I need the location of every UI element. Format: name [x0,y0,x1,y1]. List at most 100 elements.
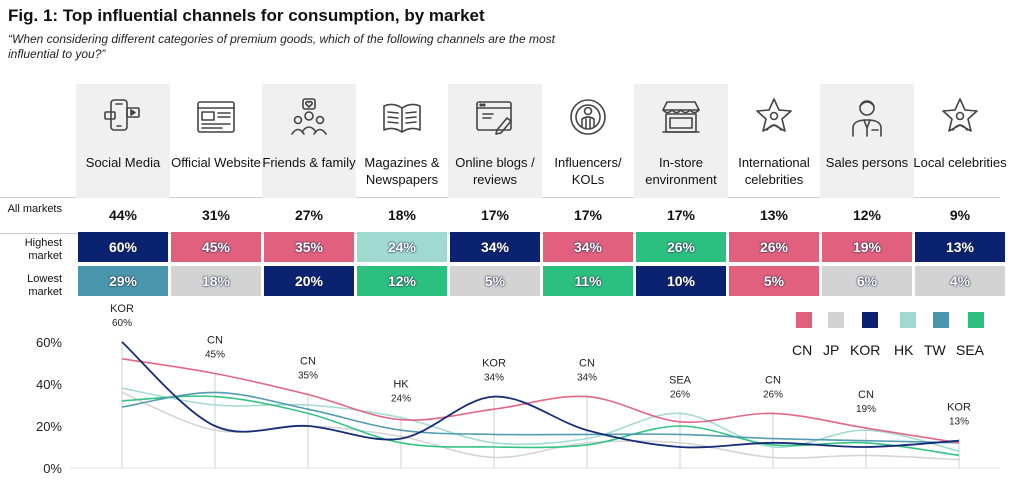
lowest-market-cell: 20% [264,266,354,296]
legend-label-kor: KOR [850,342,881,358]
annotation-value: 60% [112,318,132,329]
column-band [76,84,170,198]
highest-market-cell: 45% [171,232,261,262]
all-markets-value: 31% [201,207,231,223]
channel-label: Social Media [85,155,161,170]
column-band [634,84,728,198]
y-tick-label: 40% [36,377,62,392]
channel-label: Influencers/ KOLs [554,155,622,187]
annotation-market: CN [858,389,874,401]
channel-label: Local celebrities [913,155,1007,170]
legend-swatch-sea [968,312,984,328]
annotation-market: CN [579,358,595,370]
all-markets-value: 12% [852,207,882,223]
lowest-market-cell: 11% [543,266,633,296]
lowest-market-cell: 18% [171,266,261,296]
series-line-kor [121,341,960,449]
annotation-value: 34% [577,373,597,384]
column-band [448,84,542,198]
annotation-value: 35% [298,371,318,382]
annotation-market: KOR [482,358,506,370]
legend-swatch-hk [900,312,916,328]
y-tick-label: 20% [36,419,62,434]
browser-pencil-icon [476,101,512,135]
all-markets-value: 27% [294,207,324,223]
annotation-market: KOR [947,402,971,414]
channel-label: International celebrities [738,155,810,187]
annotation-value: 19% [856,404,876,415]
series-line-jp [121,391,960,461]
storefront-icon [662,101,700,133]
lowest-market-cell: 4% [915,266,1005,296]
all-markets-value: 9% [949,207,971,223]
annotation-value: 24% [391,394,411,405]
annotation-market: SEA [669,374,692,386]
legend-swatch-kor [862,312,878,328]
figure-title: Fig. 1: Top influential channels for con… [8,6,485,25]
annotation-market: KOR [110,303,134,315]
highest-market-cell: 19% [822,232,912,262]
y-tick-label: 0% [43,461,62,476]
highest-market-cell: 34% [543,232,633,262]
row-label-lowest: Lowest market [27,273,62,298]
figure-subtitle: “When considering different categories o… [8,32,555,61]
people-group-heart-icon [291,98,327,135]
highest-market-cell: 13% [915,232,1005,262]
browser-window-icon [197,101,235,133]
row-label-highest: Highest market [24,237,62,262]
legend-label-jp: JP [823,342,840,358]
star-person-icon [756,98,792,132]
line-chart: 0% 20% 40% 60% KOR 60% CN 45% CN 35% HK 24% KOR 34% CN… [36,303,1000,476]
annotation-market: HK [393,379,409,391]
channel-label: Online blogs / reviews [455,155,535,187]
annotation-market: CN [207,335,223,347]
highest-market-cell: 34% [450,232,540,262]
influencer-person-icon [570,99,606,135]
star-person-icon [942,98,978,132]
legend-swatch-jp [828,312,844,328]
highest-market-cell: 60% [78,232,168,262]
all-markets-value: 17% [480,207,510,223]
series-line-hk [121,387,960,452]
lowest-market-cell: 10% [636,266,726,296]
lowest-market-cell: 6% [822,266,912,296]
channel-label: Official Website [171,155,261,170]
legend-label-hk: HK [894,342,914,358]
column-band [820,84,914,198]
legend-label-cn: CN [792,342,813,358]
highest-market-cell: 35% [264,232,354,262]
all-markets-value: 17% [573,207,603,223]
annotation-value: 13% [949,417,969,428]
smartphone-social-icon [104,99,140,131]
channel-label: In-store environment [645,155,717,187]
series-line-cn [121,358,960,444]
channel-label: Friends & family [262,155,356,170]
annotation-value: 34% [484,373,504,384]
legend-label-sea: SEA [956,342,985,358]
lowest-market-cell: 5% [450,266,540,296]
annotation-market: CN [765,374,781,386]
all-markets-value: 13% [759,207,789,223]
open-book-icon [383,103,421,133]
row-label-all: All markets [7,203,62,215]
lowest-market-cell: 12% [357,266,447,296]
all-markets-value: 44% [108,207,138,223]
highest-market-cell: 26% [729,232,819,262]
annotation-value: 26% [763,389,783,400]
y-tick-label: 60% [36,335,62,350]
annotation-market: CN [300,356,316,368]
series-line-tw [121,391,960,444]
highest-market-cell: 24% [357,232,447,262]
highest-market-cell: 26% [636,232,726,262]
lowest-market-cell: 5% [729,266,819,296]
legend-swatch-tw [933,312,949,328]
all-markets-value: 18% [387,207,417,223]
legend-label-tw: TW [924,342,946,358]
lowest-market-cell: 29% [78,266,168,296]
salesperson-icon [852,100,882,137]
annotation-value: 45% [205,350,225,361]
channel-label: Sales persons [825,155,909,170]
all-markets-value: 17% [666,207,696,223]
legend-swatch-cn [796,312,812,328]
annotation-value: 26% [670,389,690,400]
